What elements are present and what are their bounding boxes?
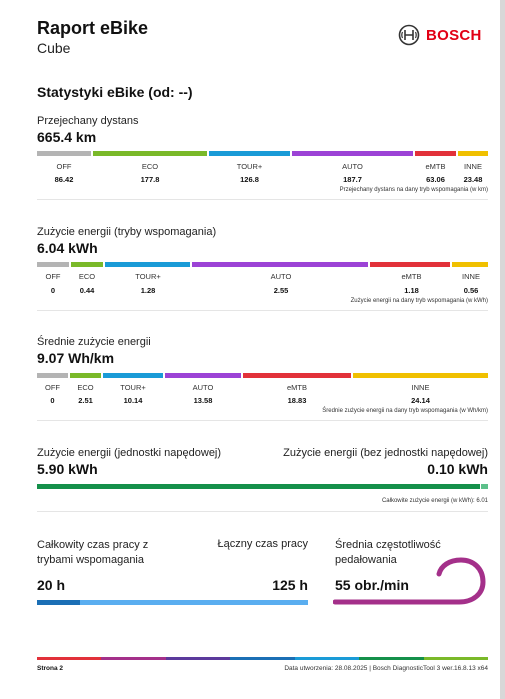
mode-name: eMTB — [425, 162, 446, 171]
mode-value: 187.7 — [343, 175, 362, 184]
mode-value: 1.28 — [140, 286, 156, 295]
distance-note: Przejechany dystans na dany tryb wspomag… — [339, 187, 488, 193]
mode-name: OFF — [45, 272, 61, 281]
energy-value: 6.04 kWh — [37, 240, 98, 256]
mode-value: 24.14 — [411, 396, 430, 405]
cadence-gauge-icon — [333, 557, 486, 605]
drive-unit-note: Całkowite zużycie energii (w kWh): 6.01 — [381, 498, 488, 504]
footer-info: Data utworzenia: 28.08.2025 | Bosch Diag… — [284, 665, 488, 672]
mode-name: AUTO — [342, 162, 363, 171]
bosch-wordmark: BOSCH — [426, 26, 482, 44]
page-number: Strona 2 — [37, 665, 64, 672]
avg-energy-value: 9.07 Wh/km — [37, 350, 115, 366]
mode-name: INNE — [462, 272, 480, 281]
bar-seg-emtb — [415, 151, 456, 156]
avg-energy-label: Średnie zużycie energii — [37, 336, 151, 348]
bar-seg-inne — [458, 151, 488, 156]
drive-unit-with-label: Zużycie energii (jednostki napędowej) — [37, 447, 222, 459]
bar-seg-auto — [292, 151, 413, 156]
mode-name: eMTB — [286, 383, 307, 392]
bike-model: Cube — [37, 40, 71, 56]
bar-seg-auto — [165, 373, 241, 378]
divider — [37, 511, 488, 512]
divider — [37, 199, 488, 200]
mode-value: 2.55 — [273, 286, 289, 295]
mode-name: ECO — [141, 162, 159, 171]
mode-name: ECO — [77, 383, 94, 392]
bar-seg-tour — [103, 373, 163, 378]
mode-value: 18.83 — [287, 396, 307, 405]
total-time-label: Łączny czas pracy — [217, 538, 308, 550]
energy-label: Zużycie energii (tryby wspomagania) — [37, 226, 217, 238]
energy-note: Zużycie energii na dany tryb wspomagania… — [350, 298, 488, 304]
mode-value: 0.56 — [463, 286, 479, 295]
bar-seg-eco — [70, 373, 101, 378]
mode-value: 86.42 — [54, 175, 74, 184]
mode-value: 23.48 — [463, 175, 483, 184]
assist-time-label: Całkowity czas pracy z trybami wspomagan… — [37, 539, 149, 566]
total-time-value: 125 h — [272, 577, 308, 593]
assist-time-fill — [37, 600, 81, 605]
bar-seg-emtb — [369, 262, 451, 267]
bar-seg-inne — [353, 373, 488, 378]
mode-value: 0 — [50, 396, 55, 405]
total-time-fill — [80, 600, 308, 605]
avg-energy-note: Średnie zużycie energii na dany tryb wsp… — [322, 408, 488, 414]
energy-bar — [37, 262, 489, 267]
mode-value: 1.18 — [404, 286, 419, 295]
cadence-value: 55 obr./min — [335, 577, 409, 593]
mode-name: TOUR+ — [236, 162, 263, 171]
drive-unit-without-value: 0.10 kWh — [427, 461, 488, 477]
mode-value: 2.51 — [78, 396, 93, 405]
scrollbar[interactable] — [500, 0, 505, 699]
mode-value: 0 — [50, 286, 56, 295]
drive-unit-without-fill — [481, 484, 488, 489]
bosch-armature-icon — [398, 24, 420, 46]
drive-unit-without-label: Zużycie energii (bez jednostki napędowej… — [283, 447, 488, 459]
mode-name: TOUR+ — [135, 272, 161, 281]
distance-label: Przejechany dystans — [37, 115, 139, 127]
drive-unit-with-value: 5.90 kWh — [37, 461, 98, 477]
drive-unit-with-fill — [37, 484, 481, 489]
mode-name: AUTO — [270, 272, 292, 281]
footer-color-bar — [37, 657, 488, 660]
mode-name: TOUR+ — [120, 383, 146, 392]
bar-seg-tour — [209, 151, 290, 156]
bar-seg-off — [37, 151, 91, 156]
mode-name: OFF — [56, 162, 72, 171]
mode-value: 10.14 — [123, 396, 143, 405]
mode-name: ECO — [78, 272, 96, 281]
mode-value: 13.58 — [193, 396, 213, 405]
section-title: Statystyki eBike (od: --) — [37, 84, 193, 100]
mode-value: 63.06 — [426, 175, 445, 184]
distance-bar — [37, 151, 488, 156]
bar-seg-inne — [452, 262, 489, 267]
divider — [37, 310, 488, 311]
mode-value: 177.8 — [140, 175, 160, 184]
bar-seg-auto — [192, 262, 368, 267]
cadence-label: Średnia częstotliwość pedałowania — [335, 539, 441, 566]
report-title: Raport eBike — [37, 18, 149, 38]
bar-seg-eco — [70, 262, 103, 267]
bar-seg-off — [37, 262, 69, 267]
distance-value: 665.4 km — [37, 129, 97, 145]
mode-name: eMTB — [401, 272, 422, 281]
mode-name: INNE — [464, 162, 482, 171]
mode-value: 126.8 — [240, 175, 259, 184]
assist-time-value: 20 h — [37, 577, 66, 593]
mode-value: 0.44 — [79, 286, 95, 295]
bar-seg-off — [37, 373, 68, 378]
mode-name: INNE — [411, 383, 430, 392]
bar-seg-eco — [93, 151, 207, 156]
mode-name: AUTO — [192, 383, 214, 392]
bar-seg-emtb — [243, 373, 351, 378]
mode-name: OFF — [45, 383, 60, 392]
bosch-logo: BOSCH — [398, 24, 482, 46]
drive-unit-bar — [37, 484, 488, 489]
bar-seg-tour — [104, 262, 191, 267]
time-bar — [37, 600, 308, 605]
avg-energy-bar — [37, 373, 488, 378]
divider — [37, 420, 488, 421]
